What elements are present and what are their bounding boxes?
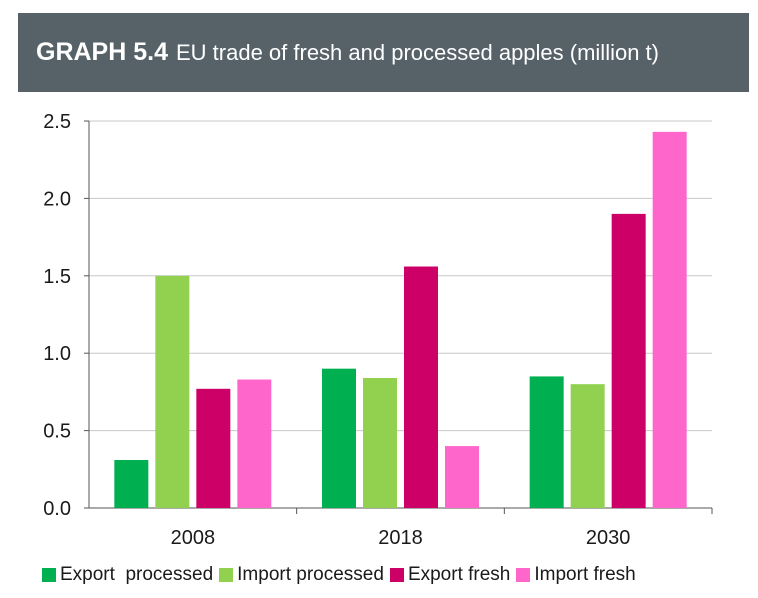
bar-2008-import-fresh [237, 379, 272, 508]
x-tick-label: 2030 [586, 527, 631, 549]
bar-2008-import-processed [155, 275, 190, 508]
legend-item: Import processed [219, 564, 384, 586]
y-tick-label: 0.5 [43, 421, 71, 443]
bar-2030-export-processed [529, 376, 564, 508]
x-tick-label: 2018 [378, 527, 423, 549]
legend-label: Import processed [237, 564, 384, 585]
graph-number: GRAPH 5.4 [36, 38, 168, 66]
bar-2018-import-fresh [445, 446, 479, 508]
y-tick-label: 2.0 [43, 188, 71, 210]
chart-title: EU trade of fresh and processed apples (… [175, 39, 659, 65]
bar-2030-import-fresh [652, 131, 687, 508]
legend-swatch [389, 568, 404, 582]
legend-label: Import fresh [534, 564, 636, 585]
bar-2008-export-processed [114, 460, 149, 508]
legend-item: Import fresh [516, 564, 636, 586]
y-tick-label: 2.5 [43, 111, 71, 133]
chart-legend: Export processed Import processed Export f… [42, 564, 642, 586]
legend-item: Export processed [42, 564, 213, 586]
legend-swatch [219, 568, 234, 582]
bar-2030-export-fresh [611, 213, 646, 508]
legend-label: Export processed [60, 564, 214, 585]
legend-swatch [42, 568, 56, 582]
y-tick-label: 1.0 [43, 343, 71, 365]
bar-2008-export-fresh [196, 388, 231, 508]
chart-header: GRAPH 5.4 EU trade of fresh and processe… [18, 13, 749, 92]
bar-2030-import-processed [570, 384, 605, 508]
legend-label: Export fresh [407, 564, 511, 585]
bar-2018-export-fresh [404, 266, 438, 508]
bar-2018-export-processed [322, 368, 356, 508]
bar-2018-import-processed [363, 377, 397, 508]
legend-swatch [516, 568, 531, 582]
y-tick-label: 0.0 [43, 498, 71, 520]
x-tick-label: 2008 [171, 527, 216, 549]
y-tick-label: 1.5 [43, 266, 71, 288]
legend-item: Export fresh [389, 564, 511, 586]
